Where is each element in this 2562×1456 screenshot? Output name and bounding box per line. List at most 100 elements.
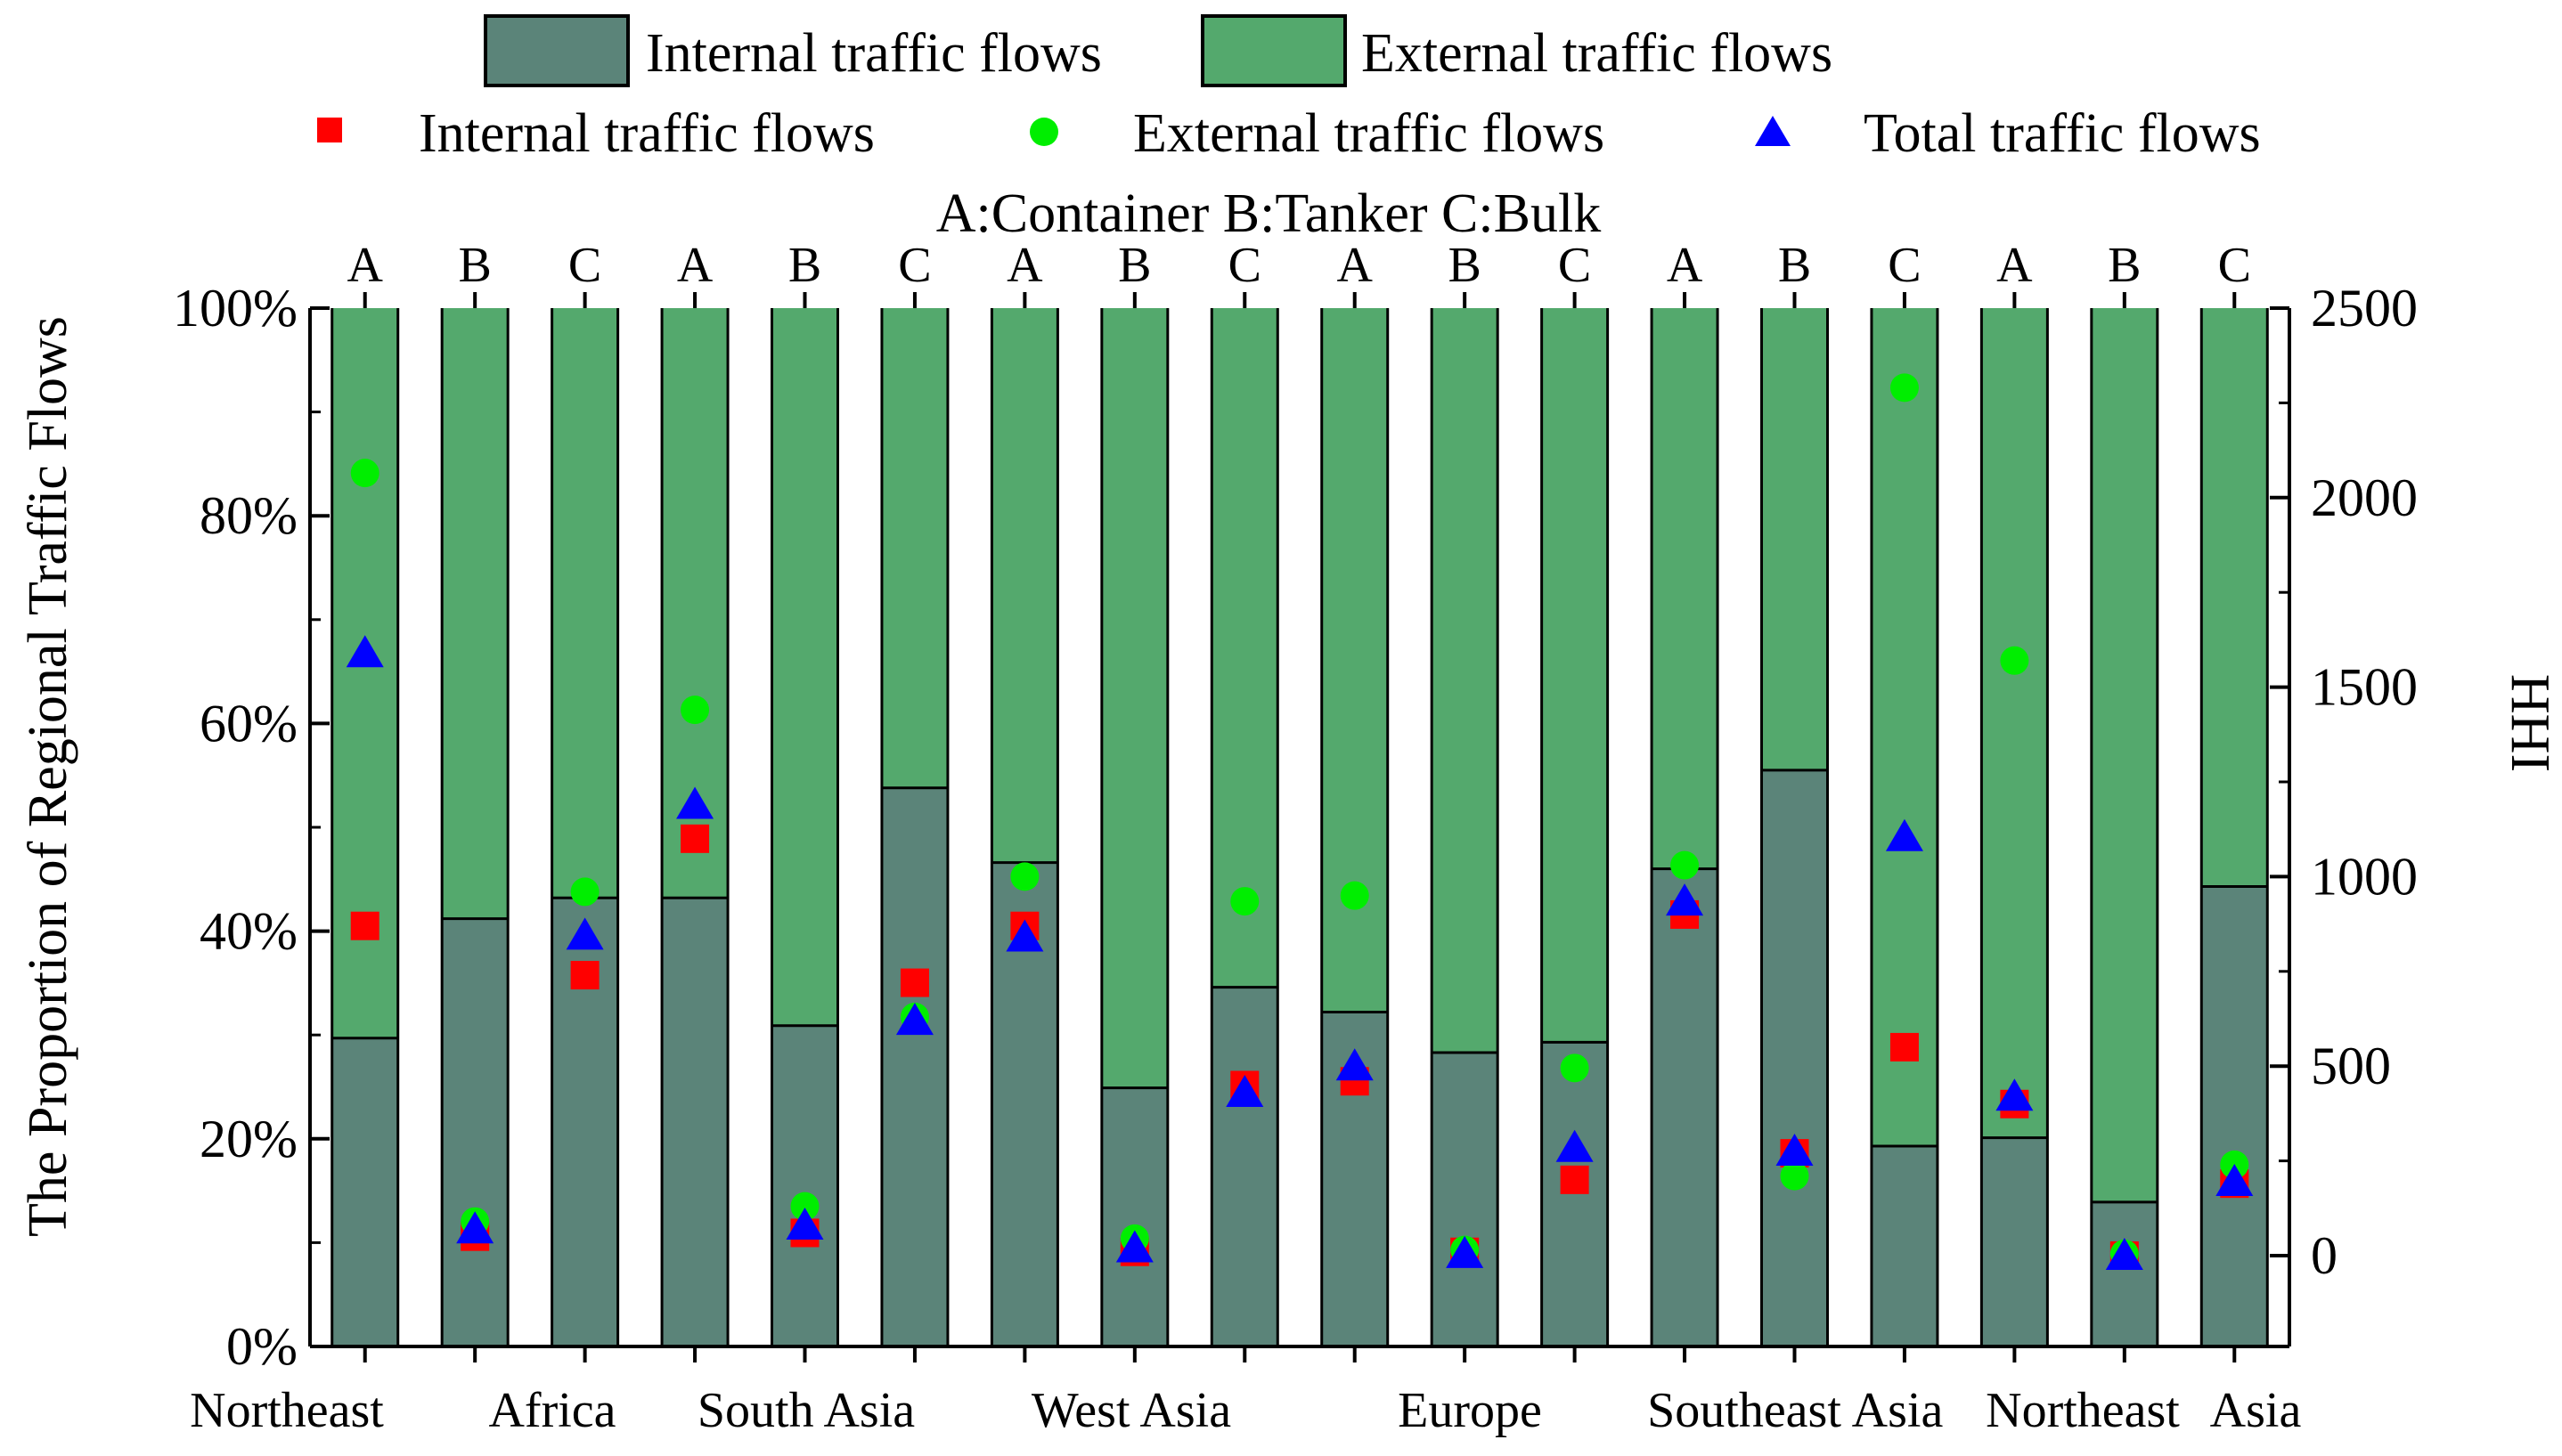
hhi-marker-total xyxy=(786,1207,824,1240)
y-axis-right-label: HHI xyxy=(2500,674,2560,772)
hhi-marker-external xyxy=(1780,1161,1809,1191)
bar-internal xyxy=(1101,1087,1168,1346)
hhi-marker-internal xyxy=(350,911,379,940)
type-letter-label: A xyxy=(347,238,383,293)
type-letter-label: B xyxy=(1448,238,1481,293)
bar-external xyxy=(2091,308,2158,1202)
bar-internal xyxy=(1652,868,1718,1346)
bar-external xyxy=(442,308,509,919)
hhi-marker-total xyxy=(2105,1238,2143,1270)
region-label: Southeast xyxy=(1647,1383,1841,1438)
bar-external xyxy=(991,308,1058,863)
hhi-marker-internal xyxy=(1889,1032,1919,1061)
bar-internal xyxy=(1541,1042,1608,1346)
hhi-marker-external xyxy=(681,695,710,725)
hhi-marker-total xyxy=(566,917,604,950)
region-label: Northeast xyxy=(190,1383,384,1438)
bar-internal xyxy=(881,787,948,1346)
bar-internal xyxy=(1212,987,1278,1346)
hhi-marker-total xyxy=(895,1003,934,1036)
hhi-marker-total xyxy=(1555,1129,1594,1162)
legend-bars: Internal traffic flows External traffic … xyxy=(484,14,1832,87)
hhi-marker-internal xyxy=(570,961,600,990)
hhi-marker-external xyxy=(1340,881,1369,910)
bar-external xyxy=(1212,308,1278,988)
type-caption: A:Container B:Tanker C:Bulk xyxy=(936,183,1601,244)
legend-swatch-internal xyxy=(484,14,630,87)
y-right-tick-label: 1500 xyxy=(2311,658,2418,717)
hhi-marker-external xyxy=(350,459,379,488)
bar-external xyxy=(1981,308,2048,1138)
y-left-tick-label: 40% xyxy=(200,902,298,961)
region-label: South Asia xyxy=(698,1383,915,1438)
bar-external xyxy=(1871,308,1938,1146)
hhi-marker-external xyxy=(1010,862,1040,891)
bar-internal xyxy=(1761,769,1828,1346)
hhi-marker-external xyxy=(2000,646,2029,675)
region-label: Asia xyxy=(2210,1383,2302,1438)
hhi-marker-total xyxy=(1775,1133,1814,1166)
axes-layer: 0% 20% 40% 60% 80% 100% 0 500 1000 1500 2000 2500 xyxy=(173,279,2418,1376)
type-letter-label: B xyxy=(1118,238,1151,293)
hhi-marker-total xyxy=(2215,1164,2254,1197)
type-letter-label: B xyxy=(788,238,821,293)
y-right-tick-label: 1000 xyxy=(2311,847,2418,906)
hhi-marker-total xyxy=(1885,818,1923,851)
region-label: Asia xyxy=(1852,1383,1944,1438)
legend-label-external-hhi: External traffic flows xyxy=(1133,103,1604,164)
y-right-tick-label: 2000 xyxy=(2311,468,2418,527)
markers-layer xyxy=(346,373,2254,1270)
y-left-tick-label: 100% xyxy=(173,279,298,338)
type-letter-label: C xyxy=(2218,238,2251,293)
hhi-marker-external xyxy=(570,877,600,907)
type-letter-label: C xyxy=(1888,238,1921,293)
hhi-marker-total xyxy=(1115,1230,1154,1263)
bar-internal xyxy=(771,1025,838,1346)
y-right-tick-label: 0 xyxy=(2311,1226,2338,1285)
bar-internal xyxy=(1981,1137,2048,1346)
hhi-marker-total xyxy=(676,786,714,819)
legend-label-total-hhi: Total traffic flows xyxy=(1864,103,2261,164)
region-label: West Asia xyxy=(1032,1383,1231,1438)
bar-internal xyxy=(1871,1145,1938,1346)
region-label: Africa xyxy=(488,1383,616,1438)
hhi-marker-total xyxy=(1226,1074,1264,1107)
hhi-marker-total xyxy=(456,1211,494,1244)
type-letter-label: A xyxy=(1336,238,1373,293)
hhi-marker-external xyxy=(1670,850,1700,880)
bar-external xyxy=(1652,308,1718,869)
legend-marker-circle xyxy=(1030,118,1058,146)
type-letter-label: C xyxy=(898,238,931,293)
bar-external xyxy=(881,308,948,788)
hhi-marker-total xyxy=(1335,1048,1374,1081)
hhi-marker-total xyxy=(1446,1235,1484,1268)
bar-internal xyxy=(2091,1201,2158,1346)
bar-external xyxy=(771,308,838,1026)
hhi-marker-external xyxy=(1889,373,1919,403)
legend-marker-square xyxy=(317,118,342,142)
type-letter-label: B xyxy=(1778,238,1811,293)
legend-swatch-external xyxy=(1201,14,1347,87)
legend-marker-triangle xyxy=(1755,116,1791,146)
type-letter-label: C xyxy=(568,238,601,293)
hhi-marker-external xyxy=(790,1192,820,1221)
type-letter-label: C xyxy=(1558,238,1591,293)
legend-label-internal-bar: Internal traffic flows xyxy=(646,23,1102,84)
bar-internal xyxy=(1432,1053,1498,1346)
y-left-tick-label: 60% xyxy=(200,694,298,752)
hhi-marker-total xyxy=(1006,919,1044,952)
bar-internal xyxy=(331,1037,398,1346)
hhi-marker-total xyxy=(346,635,384,668)
y-left-tick-label: 0% xyxy=(226,1317,298,1376)
labels-layer: A B C A B C A B C A B C A B C A B C Northeast Africa South A… xyxy=(190,238,2301,1438)
legend-label-external-bar: External traffic flows xyxy=(1361,23,1832,84)
legend-markers: Internal traffic flows External traffic … xyxy=(317,103,2261,164)
type-letter-label: B xyxy=(2108,238,2141,293)
y-left-tick-label: 80% xyxy=(200,486,298,545)
hhi-marker-total xyxy=(1995,1078,2034,1111)
bars-layer xyxy=(330,308,2269,1346)
y-right-tick-label: 2500 xyxy=(2311,279,2418,338)
type-letter-label: A xyxy=(1007,238,1043,293)
bar-internal xyxy=(662,898,729,1346)
